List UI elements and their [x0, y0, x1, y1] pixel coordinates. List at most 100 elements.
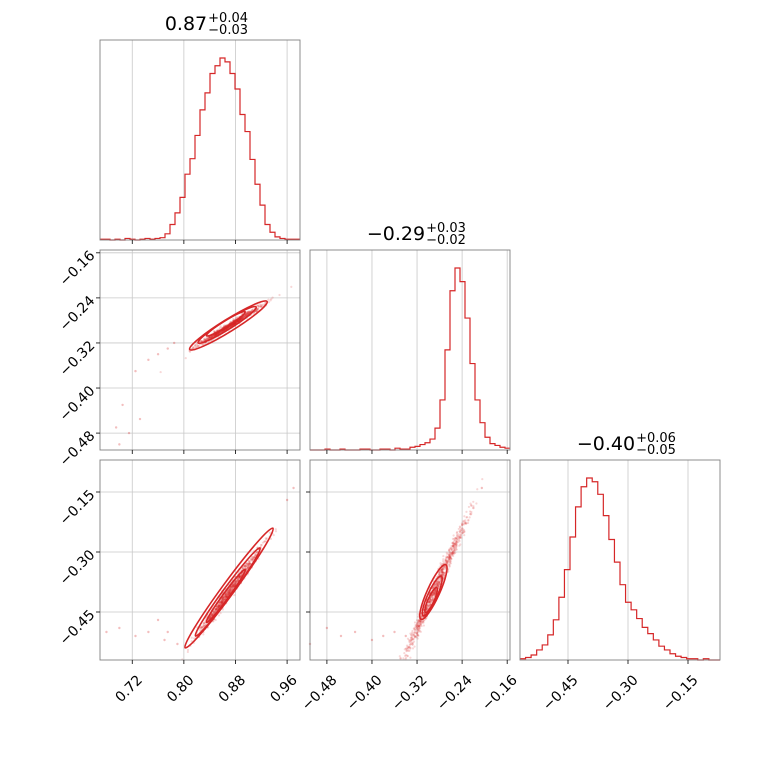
scatter-point [240, 573, 243, 576]
scatter-point [195, 343, 199, 346]
scatter-point [414, 623, 417, 627]
scatter-point [418, 629, 422, 632]
scatter-point [448, 560, 451, 564]
histograms [100, 57, 720, 661]
scatter-point [215, 607, 218, 610]
scatter-point [251, 558, 254, 561]
scatter-point [430, 599, 433, 602]
scatter-point [233, 318, 236, 321]
scatter-point [218, 603, 221, 606]
tick-label-x: −0.40 [344, 672, 386, 714]
scatter-point [417, 624, 420, 627]
scatter-point [449, 557, 452, 560]
scatter-point [257, 305, 261, 309]
scatter-point [219, 601, 222, 604]
scatter-point [443, 561, 446, 564]
scatter-point [465, 510, 468, 513]
scatter-point [230, 587, 233, 590]
scatter-point [263, 540, 266, 543]
scatter-point [427, 601, 430, 604]
scatter-point [246, 311, 249, 314]
scatter-point [210, 614, 213, 618]
scatter-point [418, 619, 421, 623]
scatter-point [189, 350, 192, 353]
scatter-point [233, 583, 236, 587]
scatter-point [415, 624, 418, 627]
scatter-outlier [156, 618, 160, 622]
scatter-point [235, 581, 238, 584]
scatter-point [265, 537, 268, 540]
scatter-point [434, 584, 438, 587]
scatter-point [251, 556, 254, 560]
scatter-point [449, 555, 452, 559]
scatter-point [232, 586, 235, 589]
scatter-point [229, 325, 232, 328]
scatter-point [272, 534, 275, 537]
scatter-point [228, 588, 231, 591]
scatter-point [414, 636, 417, 639]
tick-label-x: −0.16 [479, 672, 521, 714]
scatter-point [225, 595, 228, 598]
scatter-point [228, 587, 231, 590]
scatter-point [231, 585, 235, 588]
scatter-point [221, 600, 225, 603]
scatter-point [428, 600, 431, 603]
scatter-point [464, 521, 467, 524]
scatter-point [192, 637, 196, 640]
scatter-point [246, 311, 250, 315]
scatter-point [219, 602, 222, 605]
scatter-point [429, 598, 432, 602]
scatter-point [434, 589, 437, 592]
scatter-point [439, 578, 442, 582]
scatter-point [436, 581, 439, 584]
scatter-point [405, 647, 408, 650]
scatter-point [428, 600, 431, 603]
scatter-point [217, 614, 221, 617]
scatter-point [458, 525, 461, 528]
scatter-point [246, 310, 249, 313]
scatter-point [439, 569, 442, 572]
scatter-outlier [127, 431, 131, 435]
scatter-point [216, 605, 220, 608]
scatter-point [251, 555, 254, 559]
scatter-point [209, 615, 212, 618]
scatter-point [431, 593, 434, 597]
scatter-point [420, 624, 423, 628]
scatter-point [410, 637, 413, 640]
scatter-point [451, 552, 455, 555]
scatter-point [408, 645, 411, 649]
scatter-point [222, 598, 225, 601]
scatter-point [418, 622, 421, 625]
scatter-point [416, 624, 419, 628]
scatter-point [244, 314, 248, 317]
scatter-point [439, 573, 442, 576]
scatter-point [475, 502, 478, 505]
scatter-point [468, 510, 472, 513]
scatter-point [217, 607, 220, 610]
scatter-point [457, 540, 460, 544]
scatter-point [406, 637, 410, 640]
scatter-point [460, 529, 463, 532]
tick-label-y: −0.24 [57, 293, 99, 335]
scatter-point [405, 650, 408, 653]
scatter-point [441, 568, 444, 571]
panel-title-lower: −0.02 [426, 233, 466, 248]
scatter-outlier [393, 630, 396, 634]
scatter-point [221, 599, 224, 603]
scatter-point [255, 550, 259, 553]
scatter-point [441, 562, 444, 565]
scatter-point [209, 615, 212, 618]
scatter-point [412, 640, 416, 643]
scatter-point [417, 628, 420, 631]
scatter-point [222, 596, 225, 599]
scatter-point [221, 602, 224, 605]
scatter-point [437, 581, 440, 584]
scatter-point [405, 653, 408, 657]
scatter-point [434, 583, 437, 586]
scatter-point [259, 304, 263, 307]
scatter-point [470, 504, 473, 507]
scatter-point [202, 624, 205, 628]
scatter-outlier [472, 506, 475, 510]
scatter-point [237, 578, 240, 581]
scatter-point [448, 555, 452, 559]
